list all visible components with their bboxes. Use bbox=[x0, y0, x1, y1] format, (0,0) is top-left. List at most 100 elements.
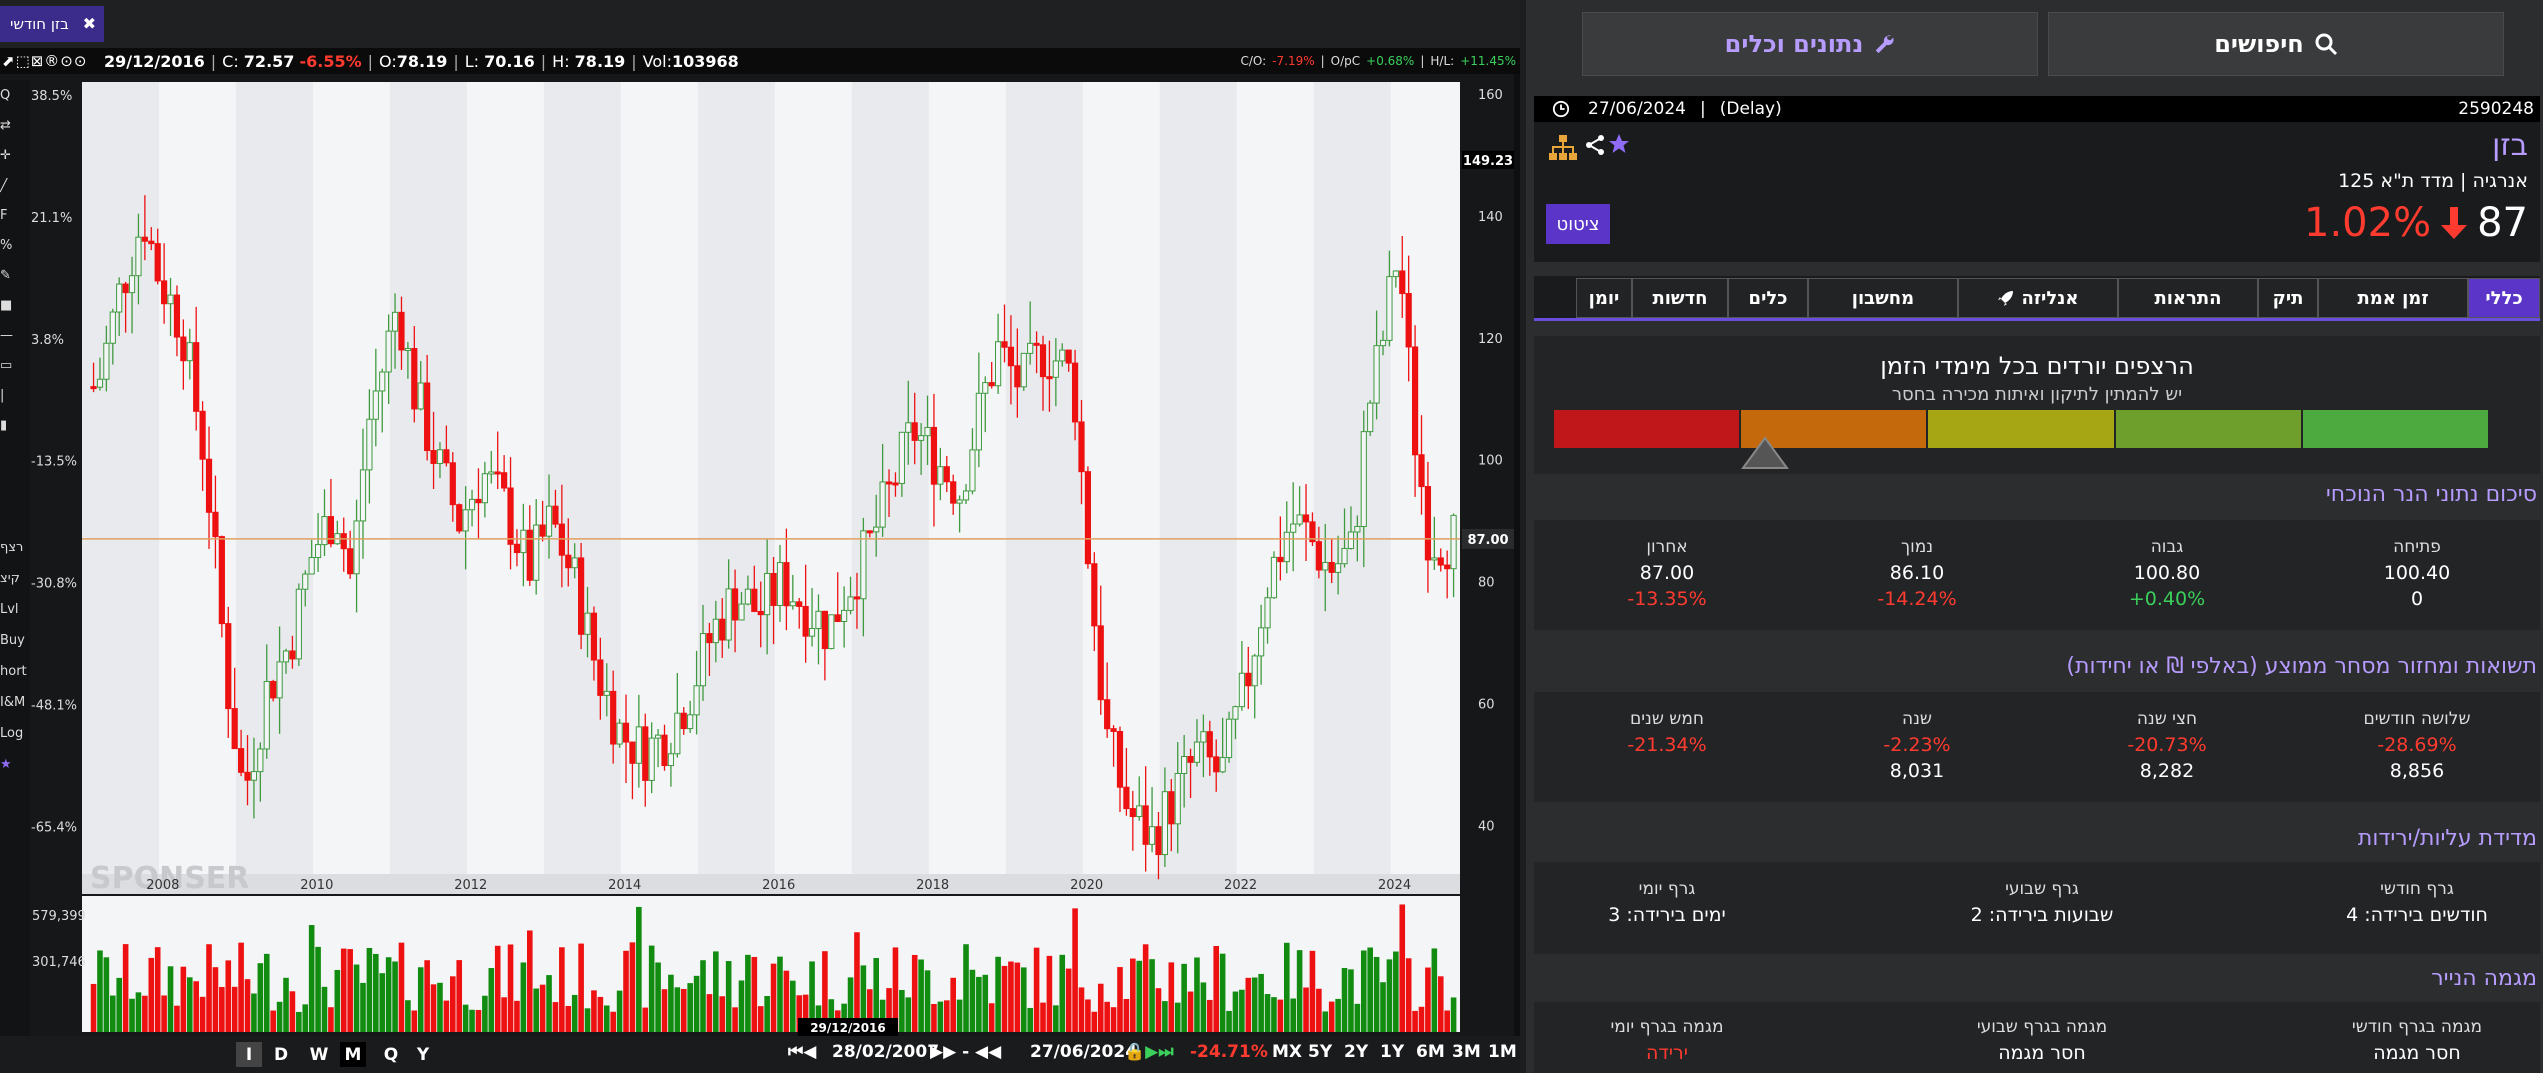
volume-bar bbox=[1001, 965, 1008, 1032]
volume-bar bbox=[1399, 904, 1406, 1032]
zoom-2Y[interactable]: 2Y bbox=[1344, 1042, 1369, 1062]
volume-bar bbox=[1418, 1006, 1425, 1032]
tool-6[interactable]: ✎ bbox=[0, 268, 11, 283]
zoom-MX[interactable]: MX bbox=[1272, 1042, 1303, 1062]
tool-11[interactable]: ▮ bbox=[0, 418, 8, 433]
volume-bar bbox=[1360, 950, 1367, 1032]
close-icon[interactable]: ✖ bbox=[82, 14, 96, 33]
tool-4[interactable]: F bbox=[0, 208, 8, 223]
volume-bar bbox=[1277, 999, 1284, 1032]
zoom-5Y[interactable]: 5Y bbox=[1308, 1042, 1333, 1062]
candle-body bbox=[1174, 772, 1181, 825]
volume-bar bbox=[430, 984, 437, 1032]
tab-1[interactable]: זמן אמת bbox=[2318, 278, 2468, 318]
volume-bar bbox=[1008, 961, 1014, 1032]
candle-body bbox=[186, 342, 193, 362]
volume-bar bbox=[1149, 959, 1155, 1032]
stat-value: 100.40 bbox=[2383, 562, 2451, 584]
candle-body bbox=[905, 422, 912, 433]
period-Y[interactable]: Y bbox=[416, 1044, 430, 1065]
candle-body bbox=[366, 418, 373, 471]
period-W[interactable]: W bbox=[309, 1044, 329, 1065]
tab-7[interactable]: חדשות bbox=[1632, 278, 1728, 318]
year-band bbox=[851, 82, 929, 874]
period-I[interactable]: I bbox=[236, 1042, 262, 1067]
nav-step-icon[interactable]: ▶▶ ‑ ◀◀ bbox=[930, 1042, 1002, 1062]
tool-18[interactable]: Log bbox=[0, 726, 24, 741]
tab-3[interactable]: התראות bbox=[2118, 278, 2258, 318]
candle-body bbox=[141, 236, 148, 242]
search-button[interactable]: חיפושים bbox=[2048, 12, 2504, 76]
candle-body bbox=[353, 520, 360, 575]
tool-15[interactable]: Buy bbox=[0, 633, 25, 648]
zoom-6M[interactable]: 6M bbox=[1416, 1042, 1445, 1062]
tool-5[interactable]: % bbox=[0, 238, 13, 253]
stat-change: -2.23% bbox=[1883, 734, 1951, 756]
candle-body bbox=[924, 426, 931, 437]
zoom-1Y[interactable]: 1Y bbox=[1380, 1042, 1405, 1062]
zoom-3M[interactable]: 3M bbox=[1452, 1042, 1481, 1062]
volume-bar bbox=[507, 944, 514, 1032]
stat-value: ירידה bbox=[1645, 1042, 1688, 1064]
nav-prev-icon[interactable]: ⏮◀ bbox=[788, 1042, 817, 1062]
tab-0[interactable]: כללי bbox=[2468, 278, 2540, 318]
stat-cell: אחרון 87.00 -13.35% bbox=[1547, 534, 1787, 612]
period-D[interactable]: D bbox=[273, 1044, 289, 1065]
tab-5[interactable]: מחשבון bbox=[1808, 278, 1958, 318]
chart-toolbar-icons[interactable]: ⬈⬚⊠®⊙⊙ bbox=[2, 52, 88, 70]
range-end-date[interactable]: 27/06/2024 bbox=[1030, 1042, 1138, 1062]
candle-body bbox=[270, 680, 277, 699]
org-chart-icon[interactable] bbox=[1548, 134, 1578, 162]
drawing-toolstrip: Q ⇄ ✛ ╱ F% ✎ ■ — ▭ | ▮ רצף קיצ Lvl Buy hort I&M Log ★ bbox=[0, 80, 30, 1040]
tab-2[interactable]: תיק bbox=[2258, 278, 2318, 318]
tool-13[interactable]: קיצ bbox=[0, 571, 20, 586]
volume-bar bbox=[924, 970, 931, 1032]
summary-title: סיכום נתוני הנר הנוכחי bbox=[2325, 482, 2537, 507]
tool-8[interactable]: — bbox=[0, 328, 13, 343]
tab-4[interactable]: אנליזה bbox=[1958, 278, 2118, 318]
tool-14[interactable]: Lvl bbox=[0, 602, 19, 617]
candle-body bbox=[96, 378, 104, 388]
tool-19[interactable]: ★ bbox=[0, 757, 12, 772]
candle-body bbox=[488, 471, 495, 475]
period-Q[interactable]: Q bbox=[383, 1044, 399, 1065]
candle-body bbox=[841, 609, 848, 623]
price-chart[interactable]: SPONSER 160 140 120 100 80 60 40 38.5% 21.1% 3.8% -… bbox=[30, 74, 1514, 1036]
candle-body bbox=[1418, 454, 1425, 488]
tab-8[interactable]: יומן bbox=[1576, 278, 1632, 318]
tool-0[interactable]: Q bbox=[0, 88, 11, 103]
volume-bar bbox=[1239, 989, 1245, 1032]
tool-7[interactable]: ■ bbox=[0, 298, 13, 313]
data-tools-button[interactable]: נתונים וכלים bbox=[1582, 12, 2038, 76]
candle-body bbox=[1110, 728, 1117, 732]
range-start-date[interactable]: 28/02/2007 bbox=[832, 1042, 940, 1062]
tool-10[interactable]: | bbox=[0, 388, 5, 403]
tool-3[interactable]: ╱ bbox=[0, 178, 8, 193]
volume-bar bbox=[655, 962, 661, 1032]
star-icon[interactable] bbox=[1608, 133, 1630, 155]
tool-12[interactable]: רצף bbox=[0, 540, 24, 555]
tab-6[interactable]: כלים bbox=[1728, 278, 1808, 318]
period-M[interactable]: M bbox=[340, 1042, 366, 1067]
quote-button[interactable]: ציטוט bbox=[1546, 204, 1610, 244]
zoom-1M[interactable]: 1M bbox=[1488, 1042, 1517, 1062]
nav-next-icon[interactable]: 🔒▶⏭ bbox=[1124, 1042, 1174, 1062]
volume-bar bbox=[1155, 988, 1162, 1032]
candle-body bbox=[1354, 525, 1361, 533]
volume-bar bbox=[841, 1003, 847, 1032]
price-marker: 149.23 bbox=[1463, 154, 1513, 169]
volume-bar bbox=[847, 977, 854, 1032]
volume-bar bbox=[796, 995, 803, 1032]
share-icon[interactable] bbox=[1584, 134, 1606, 156]
volume-bar bbox=[206, 944, 212, 1032]
tool-17[interactable]: I&M bbox=[0, 695, 26, 710]
tool-2[interactable]: ✛ bbox=[0, 148, 11, 163]
volume-bar bbox=[353, 964, 360, 1032]
candle-body bbox=[1168, 791, 1175, 825]
tool-1[interactable]: ⇄ bbox=[0, 118, 11, 133]
tool-9[interactable]: ▭ bbox=[0, 358, 13, 373]
chart-tab[interactable]: בזן חודשי ✖ bbox=[0, 6, 104, 42]
tool-16[interactable]: hort bbox=[0, 664, 27, 679]
candle-body bbox=[90, 386, 97, 390]
volume-bar bbox=[122, 944, 129, 1032]
